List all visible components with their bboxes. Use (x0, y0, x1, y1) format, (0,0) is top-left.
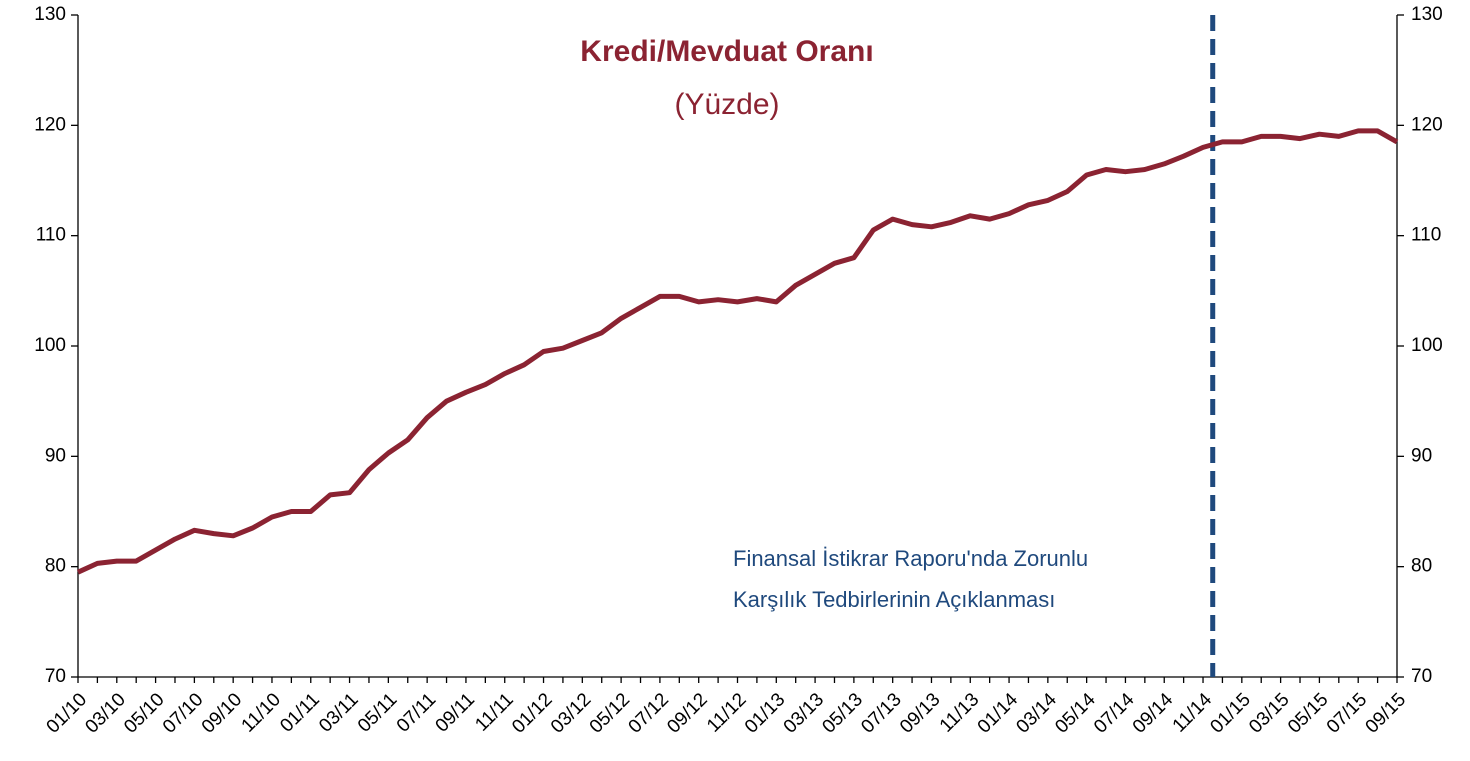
y2-tick-label: 120 (1411, 114, 1443, 135)
x-tick-label: 03/14 (1012, 689, 1061, 738)
annotation: Karşılık Tedbirlerinin Açıklanması (733, 587, 1055, 612)
chart-subtitle: (Yüzde) (674, 88, 779, 121)
data-line (76, 128, 1399, 575)
x-tick-label: 03/10 (81, 689, 129, 737)
y2-tick-label: 110 (1411, 225, 1441, 246)
x-tick-label: 01/10 (43, 689, 91, 737)
x-tick-label: 05/13 (818, 689, 866, 737)
x-tick-label: 01/12 (508, 689, 556, 737)
x-tick-label: 03/12 (547, 689, 595, 737)
x-tick-label: 07/13 (857, 689, 905, 737)
x-tick-label: 11/11 (471, 689, 517, 735)
x-tick-label: 07/15 (1323, 689, 1371, 737)
x-tick-label: 03/11 (315, 689, 362, 736)
x-tick-label: 05/15 (1284, 689, 1332, 737)
x-tick-label: 01/15 (1206, 689, 1254, 737)
x-tick-label: 05/11 (354, 689, 401, 736)
y-tick-label: 110 (36, 225, 66, 246)
y2-tick-label: 100 (1411, 335, 1443, 356)
y2-tick-label: 90 (1411, 445, 1432, 466)
x-tick-label: 11/14 (1169, 689, 1217, 737)
y2-tick-label: 70 (1411, 666, 1432, 687)
chart-title: Kredi/Mevduat Oranı (580, 35, 873, 68)
x-tick-label: 03/15 (1245, 689, 1293, 737)
x-tick-label: 05/14 (1051, 689, 1100, 738)
x-tick-label: 05/12 (586, 689, 634, 737)
x-tick-label: 07/14 (1090, 689, 1139, 738)
y-tick-label: 70 (45, 666, 66, 687)
x-tick-label: 07/11 (393, 689, 440, 736)
x-tick-label: 05/10 (120, 689, 168, 737)
y-tick-label: 130 (34, 4, 66, 25)
y-tick-label: 120 (34, 114, 66, 135)
y-tick-label: 100 (34, 335, 66, 356)
y2-tick-label: 130 (1411, 4, 1443, 25)
x-tick-label: 09/15 (1362, 689, 1410, 737)
y-tick-label: 80 (45, 556, 66, 577)
y-tick-label: 90 (45, 445, 66, 466)
y2-tick-label: 80 (1411, 556, 1432, 577)
x-tick-label: 03/13 (780, 689, 828, 737)
annotation: Finansal İstikrar Raporu'nda Zorunlu (733, 546, 1088, 571)
x-tick-label: 07/12 (625, 689, 673, 737)
x-tick-label: 09/11 (432, 689, 479, 736)
x-tick-label: 09/14 (1129, 689, 1178, 738)
x-tick-label: 11/12 (703, 689, 750, 736)
x-tick-label: 01/11 (276, 689, 323, 736)
x-tick-label: 09/10 (198, 689, 246, 737)
x-tick-label: 07/10 (159, 689, 207, 737)
x-tick-label: 11/13 (936, 689, 983, 736)
x-tick-label: 01/13 (741, 689, 789, 737)
x-tick-label: 01/14 (974, 689, 1023, 738)
x-tick-label: 11/10 (238, 689, 285, 736)
x-tick-label: 09/13 (896, 689, 944, 737)
x-tick-label: 09/12 (663, 689, 711, 737)
